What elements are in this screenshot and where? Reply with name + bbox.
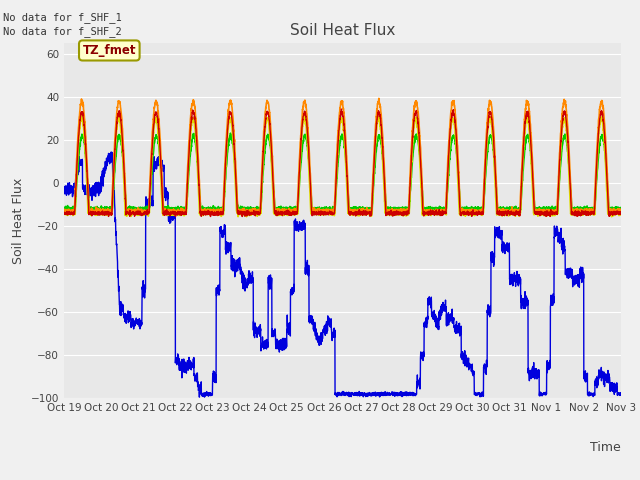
- X-axis label: Time: Time: [590, 441, 621, 454]
- Legend: SHF1, SHF2, SHF3, SHF4, SHF5: SHF1, SHF2, SHF3, SHF4, SHF5: [136, 477, 548, 480]
- Text: TZ_fmet: TZ_fmet: [83, 44, 136, 57]
- Title: Soil Heat Flux: Soil Heat Flux: [290, 23, 395, 38]
- Text: No data for f_SHF_1: No data for f_SHF_1: [3, 12, 122, 23]
- Y-axis label: Soil Heat Flux: Soil Heat Flux: [12, 178, 25, 264]
- Text: No data for f_SHF_2: No data for f_SHF_2: [3, 26, 122, 37]
